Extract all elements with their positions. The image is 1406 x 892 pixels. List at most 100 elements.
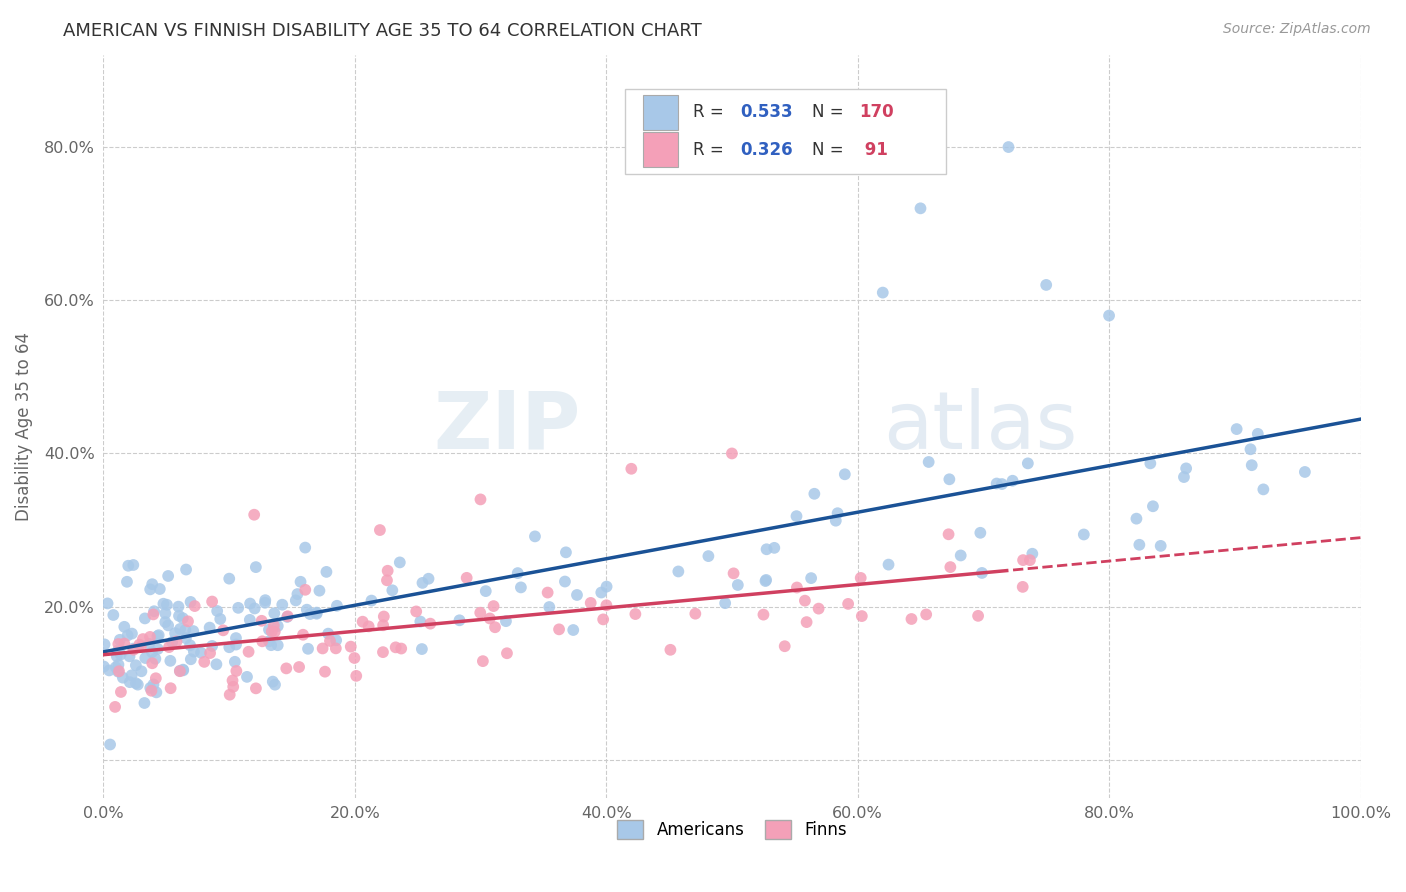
Text: 0.326: 0.326	[741, 141, 793, 159]
Point	[316, 626, 339, 640]
Point	[837, 597, 859, 611]
Point	[201, 594, 224, 608]
Point	[236, 670, 259, 684]
Point	[108, 665, 131, 679]
Point	[111, 671, 134, 685]
Point	[142, 607, 165, 622]
Point	[411, 575, 433, 590]
Point	[290, 574, 312, 589]
Point	[172, 611, 194, 625]
Point	[754, 574, 776, 588]
Point	[254, 596, 277, 610]
Point	[305, 607, 328, 621]
Point	[1017, 456, 1039, 470]
Point	[796, 615, 818, 629]
Point	[165, 626, 187, 640]
Point	[257, 634, 280, 648]
Point	[284, 593, 307, 607]
Point	[93, 659, 115, 673]
Point	[107, 665, 129, 679]
Point	[226, 600, 249, 615]
Point	[470, 492, 492, 507]
Point	[827, 506, 849, 520]
Point	[595, 599, 617, 613]
Point	[205, 657, 228, 672]
Point	[218, 640, 240, 655]
Point	[314, 665, 336, 679]
Text: ZIP: ZIP	[434, 388, 581, 466]
Point	[172, 663, 194, 677]
Point	[167, 599, 190, 614]
Text: N =: N =	[813, 141, 849, 159]
Point	[169, 664, 191, 678]
Point	[900, 612, 922, 626]
Point	[803, 487, 825, 501]
Point	[105, 649, 128, 664]
Point	[287, 587, 309, 601]
Point	[449, 613, 471, 627]
Point	[107, 657, 129, 672]
Point	[110, 685, 132, 699]
Point	[579, 596, 602, 610]
Point	[183, 644, 205, 658]
Point	[311, 641, 333, 656]
Point	[243, 601, 266, 615]
Point	[697, 549, 720, 563]
Point	[389, 641, 412, 656]
Point	[267, 619, 290, 633]
Point	[1240, 458, 1263, 473]
Point	[183, 599, 205, 613]
Point	[201, 639, 224, 653]
Point	[538, 600, 561, 615]
Point	[1247, 426, 1270, 441]
Point	[484, 620, 506, 634]
Point	[212, 624, 235, 638]
Point	[967, 608, 990, 623]
Point	[377, 564, 399, 578]
Text: AMERICAN VS FINNISH DISABILITY AGE 35 TO 64 CORRELATION CHART: AMERICAN VS FINNISH DISABILITY AGE 35 TO…	[63, 22, 702, 40]
Point	[143, 604, 166, 618]
Text: 170: 170	[859, 103, 893, 121]
Point	[98, 738, 121, 752]
Point	[793, 593, 815, 607]
Point	[1125, 511, 1147, 525]
Point	[800, 571, 823, 585]
Point	[685, 607, 707, 621]
Point	[263, 606, 285, 620]
Point	[254, 593, 277, 607]
Point	[970, 566, 993, 580]
Point	[263, 624, 285, 639]
Text: R =: R =	[693, 141, 728, 159]
Point	[148, 628, 170, 642]
Point	[620, 462, 643, 476]
Point	[325, 633, 347, 648]
Point	[297, 641, 319, 656]
Point	[548, 623, 571, 637]
Point	[145, 671, 167, 685]
Point	[292, 628, 315, 642]
Point	[122, 558, 145, 572]
Point	[181, 624, 204, 638]
Point	[169, 664, 191, 678]
Point	[1239, 442, 1261, 457]
Point	[238, 645, 260, 659]
Point	[267, 638, 290, 652]
Point	[145, 685, 167, 699]
Point	[239, 597, 262, 611]
Point	[555, 545, 578, 559]
Point	[131, 665, 153, 679]
Point	[142, 677, 165, 691]
Point	[624, 607, 647, 621]
Point	[1226, 422, 1249, 436]
Point	[1142, 500, 1164, 514]
Point	[190, 646, 212, 660]
Point	[471, 654, 494, 668]
Point	[98, 664, 121, 678]
Point	[659, 642, 682, 657]
Point	[495, 614, 517, 628]
Point	[263, 618, 285, 632]
Point	[305, 606, 328, 620]
Point	[245, 681, 267, 696]
Point	[121, 668, 143, 682]
Point	[128, 638, 150, 652]
